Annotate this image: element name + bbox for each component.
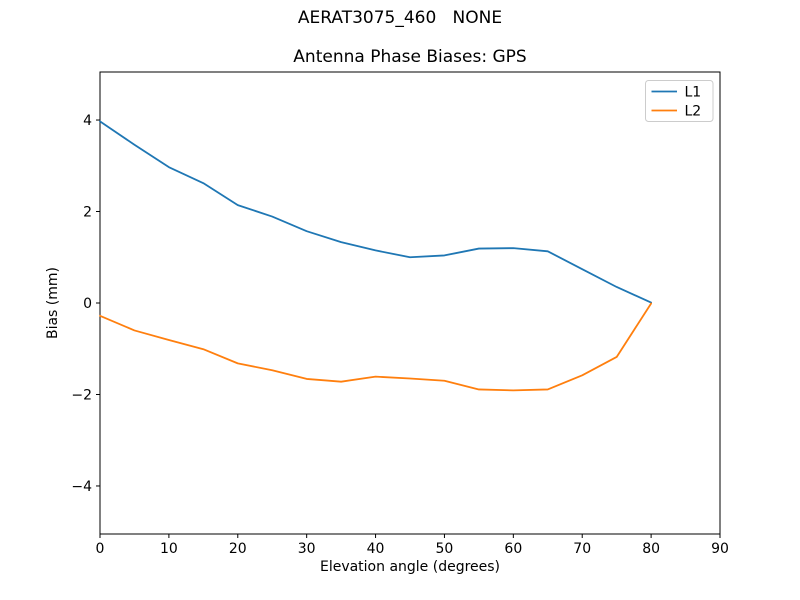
x-tick-label: 60 [504,541,522,557]
axes-frame [99,71,721,535]
series-line-l2 [99,302,653,392]
y-tick-label: −4 [71,479,92,495]
x-tick-label: 50 [436,541,454,557]
y-axis-label: Bias (mm) [45,267,61,339]
x-tick-label: 30 [298,541,316,557]
legend-label-l1: L1 [685,85,702,101]
x-tick-label: 80 [642,541,660,557]
y-tick-label: 0 [83,296,92,312]
series-line-l1 [99,120,653,304]
x-tick-label: 20 [229,541,247,557]
x-tick-label: 0 [96,541,105,557]
x-tick-label: 10 [160,541,178,557]
legend-label-l2: L2 [685,104,702,120]
x-tick-label: 40 [367,541,385,557]
y-tick-label: −2 [71,387,92,403]
figure-title: AERAT3075_460 NONE [297,8,503,28]
x-axis-label: Elevation angle (degrees) [320,559,500,575]
y-tick-label: 2 [83,205,92,221]
axes-title: Antenna Phase Biases: GPS [293,47,527,67]
x-tick-label: 70 [573,541,591,557]
legend-box [645,80,714,122]
x-tick-label: 90 [711,541,729,557]
y-tick-label: 4 [83,113,92,129]
